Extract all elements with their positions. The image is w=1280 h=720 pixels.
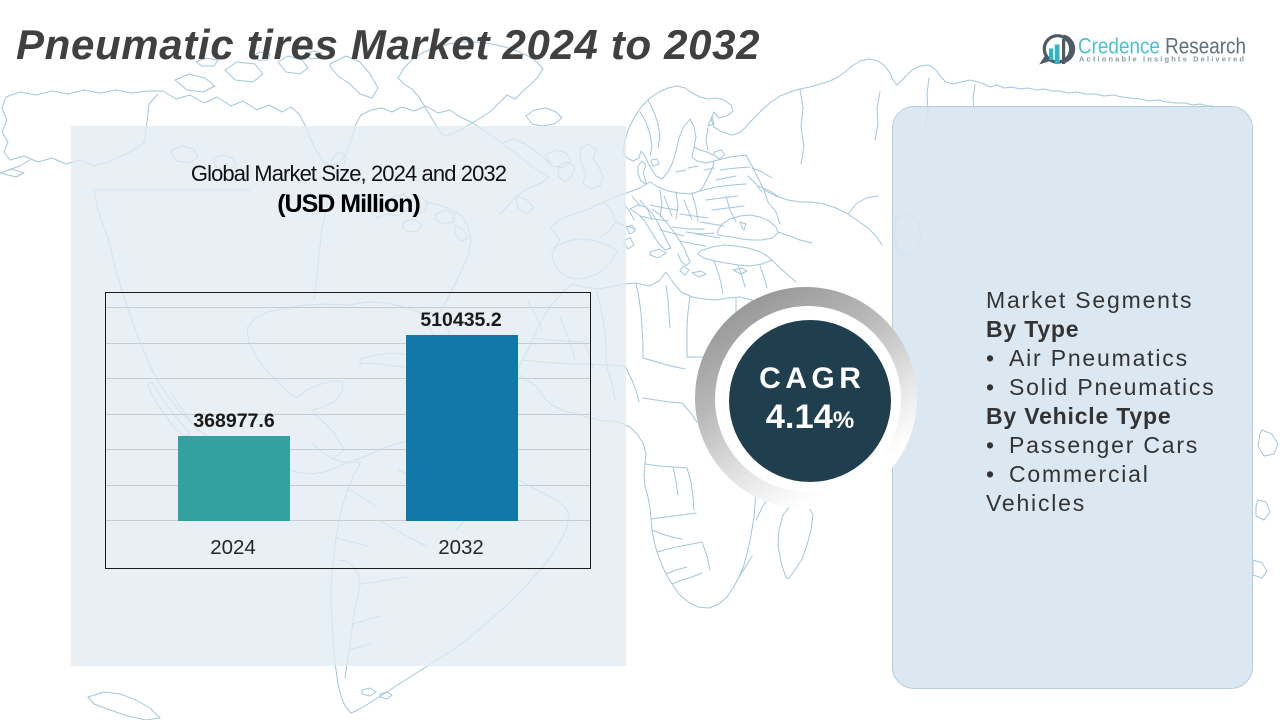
svg-text:Credence Research: Credence Research: [1078, 34, 1246, 59]
svg-text:Actionable Insights Delivered: Actionable Insights Delivered: [1079, 55, 1244, 64]
